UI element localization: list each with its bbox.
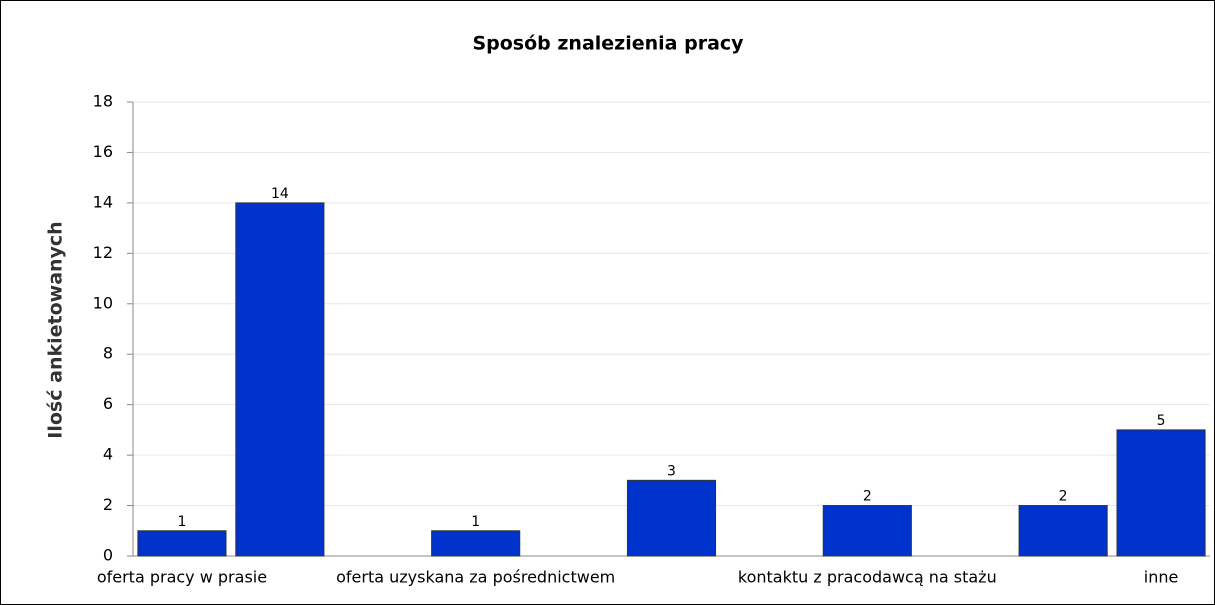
y-tick-label: 18	[93, 92, 113, 111]
x-tick-label: kontaktu z pracodawcą na stażu	[738, 568, 997, 587]
bar	[1116, 429, 1206, 557]
data-label: 1	[471, 514, 480, 530]
data-label: 14	[271, 186, 289, 202]
data-label: 2	[1059, 489, 1068, 505]
data-label: 1	[177, 514, 186, 530]
bar	[1018, 505, 1108, 557]
data-label: 5	[1157, 413, 1166, 429]
x-tick-label: inne	[1144, 568, 1179, 587]
y-tick-label: 16	[93, 142, 113, 161]
y-tick-label: 2	[103, 495, 113, 514]
bar	[626, 479, 717, 557]
y-tick-label: 8	[103, 344, 113, 363]
y-tick-label: 12	[93, 243, 113, 262]
bar	[235, 202, 325, 557]
data-label: 3	[667, 463, 676, 479]
x-tick-label: oferta uzyskana za pośrednictwem	[336, 568, 615, 587]
y-tick-label: 14	[93, 192, 113, 211]
y-tick-label: 0	[103, 546, 113, 565]
data-label: 2	[863, 489, 872, 505]
bar	[822, 505, 912, 557]
y-axis-label: Ilość ankietowanych	[45, 221, 67, 438]
x-tick-label: oferta pracy w prasie	[97, 568, 267, 587]
y-tick-label: 6	[103, 394, 113, 413]
chart-title: Sposób znalezienia pracy	[472, 33, 744, 55]
y-tick-label: 4	[103, 445, 113, 464]
y-tick-label: 10	[93, 293, 113, 312]
bar	[137, 530, 227, 557]
bar	[431, 530, 521, 557]
